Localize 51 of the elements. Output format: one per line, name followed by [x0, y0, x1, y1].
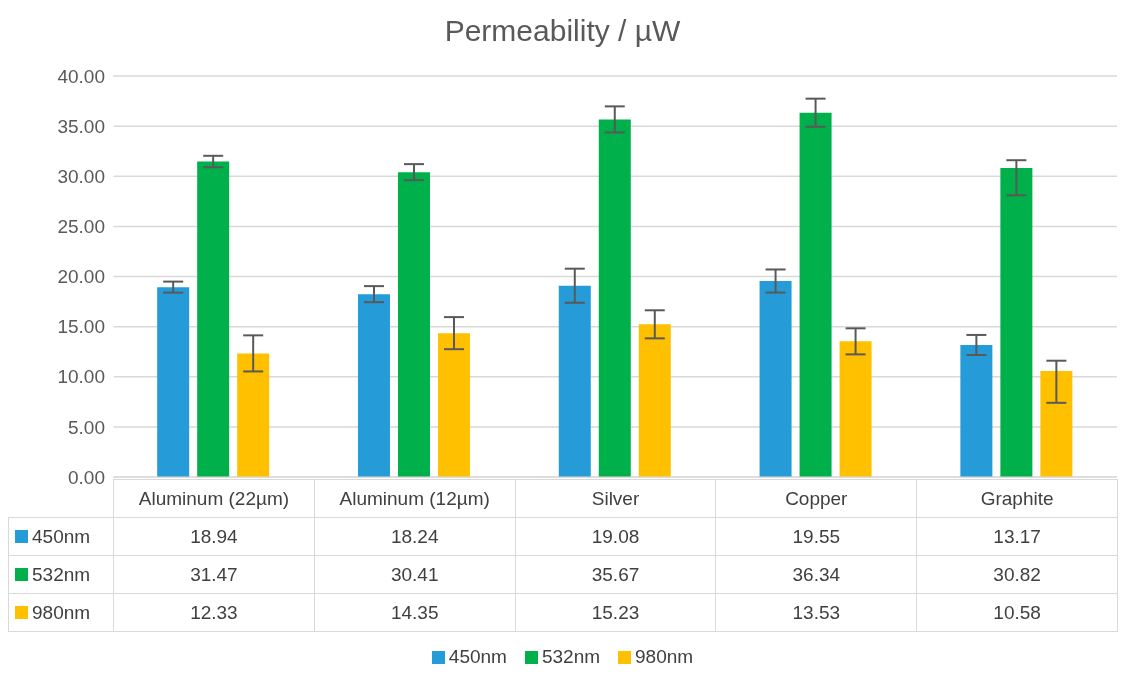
y-tick-label: 30.00 — [57, 165, 105, 187]
bar — [799, 112, 832, 477]
data-label: 12.33 — [113, 593, 315, 632]
data-label: 14.35 — [314, 593, 516, 632]
x-tick-label: Silver — [515, 479, 716, 518]
data-label: 18.94 — [113, 517, 315, 556]
data-label: 10.58 — [916, 593, 1118, 632]
y-tick-label: 25.00 — [57, 216, 105, 238]
x-tick-label: Aluminum (12µm) — [314, 479, 516, 518]
text: 980nm — [32, 601, 91, 623]
x-tick-label: Copper — [715, 479, 917, 518]
bar — [237, 353, 270, 477]
bar — [638, 324, 671, 477]
bar — [960, 344, 993, 477]
chart-title: Permeability / µW — [443, 13, 682, 49]
legend-label: 532nm — [8, 555, 114, 594]
bar — [157, 287, 190, 477]
y-tick-label: 5.00 — [68, 416, 105, 438]
x-tick-label: Graphite — [916, 479, 1118, 518]
data-label: 19.55 — [715, 517, 917, 556]
data-label: 31.47 — [113, 555, 315, 594]
bar — [197, 161, 230, 477]
legend-label: 980nm — [634, 646, 694, 668]
y-tick-label: 20.00 — [57, 266, 105, 288]
data-label: 13.53 — [715, 593, 917, 632]
bar — [759, 281, 792, 477]
bar — [558, 285, 591, 477]
data-label: 30.82 — [916, 555, 1118, 594]
bar — [839, 341, 872, 477]
data-label: 19.08 — [515, 517, 716, 556]
legend-label: 450nm — [8, 517, 114, 556]
bar — [598, 119, 631, 477]
y-tick-label: 10.00 — [57, 366, 105, 388]
data-label: 36.34 — [715, 555, 917, 594]
bar — [1000, 168, 1033, 477]
bar — [357, 294, 390, 477]
y-tick-label: 35.00 — [57, 115, 105, 137]
data-label: 18.24 — [314, 517, 516, 556]
bar — [437, 333, 470, 477]
y-tick-label: 40.00 — [57, 65, 105, 87]
data-label: 30.41 — [314, 555, 516, 594]
x-tick-label: Aluminum (22µm) — [113, 479, 315, 518]
text: 450nm — [448, 646, 507, 667]
y-tick-label: 15.00 — [57, 316, 105, 338]
y-tick-label: 0.00 — [68, 466, 105, 488]
bar — [397, 172, 430, 477]
data-label: 15.23 — [515, 593, 716, 632]
text: 532nm — [541, 646, 601, 667]
data-label: 13.17 — [916, 517, 1118, 556]
data-label: 35.67 — [515, 555, 716, 594]
bar — [1040, 370, 1073, 477]
